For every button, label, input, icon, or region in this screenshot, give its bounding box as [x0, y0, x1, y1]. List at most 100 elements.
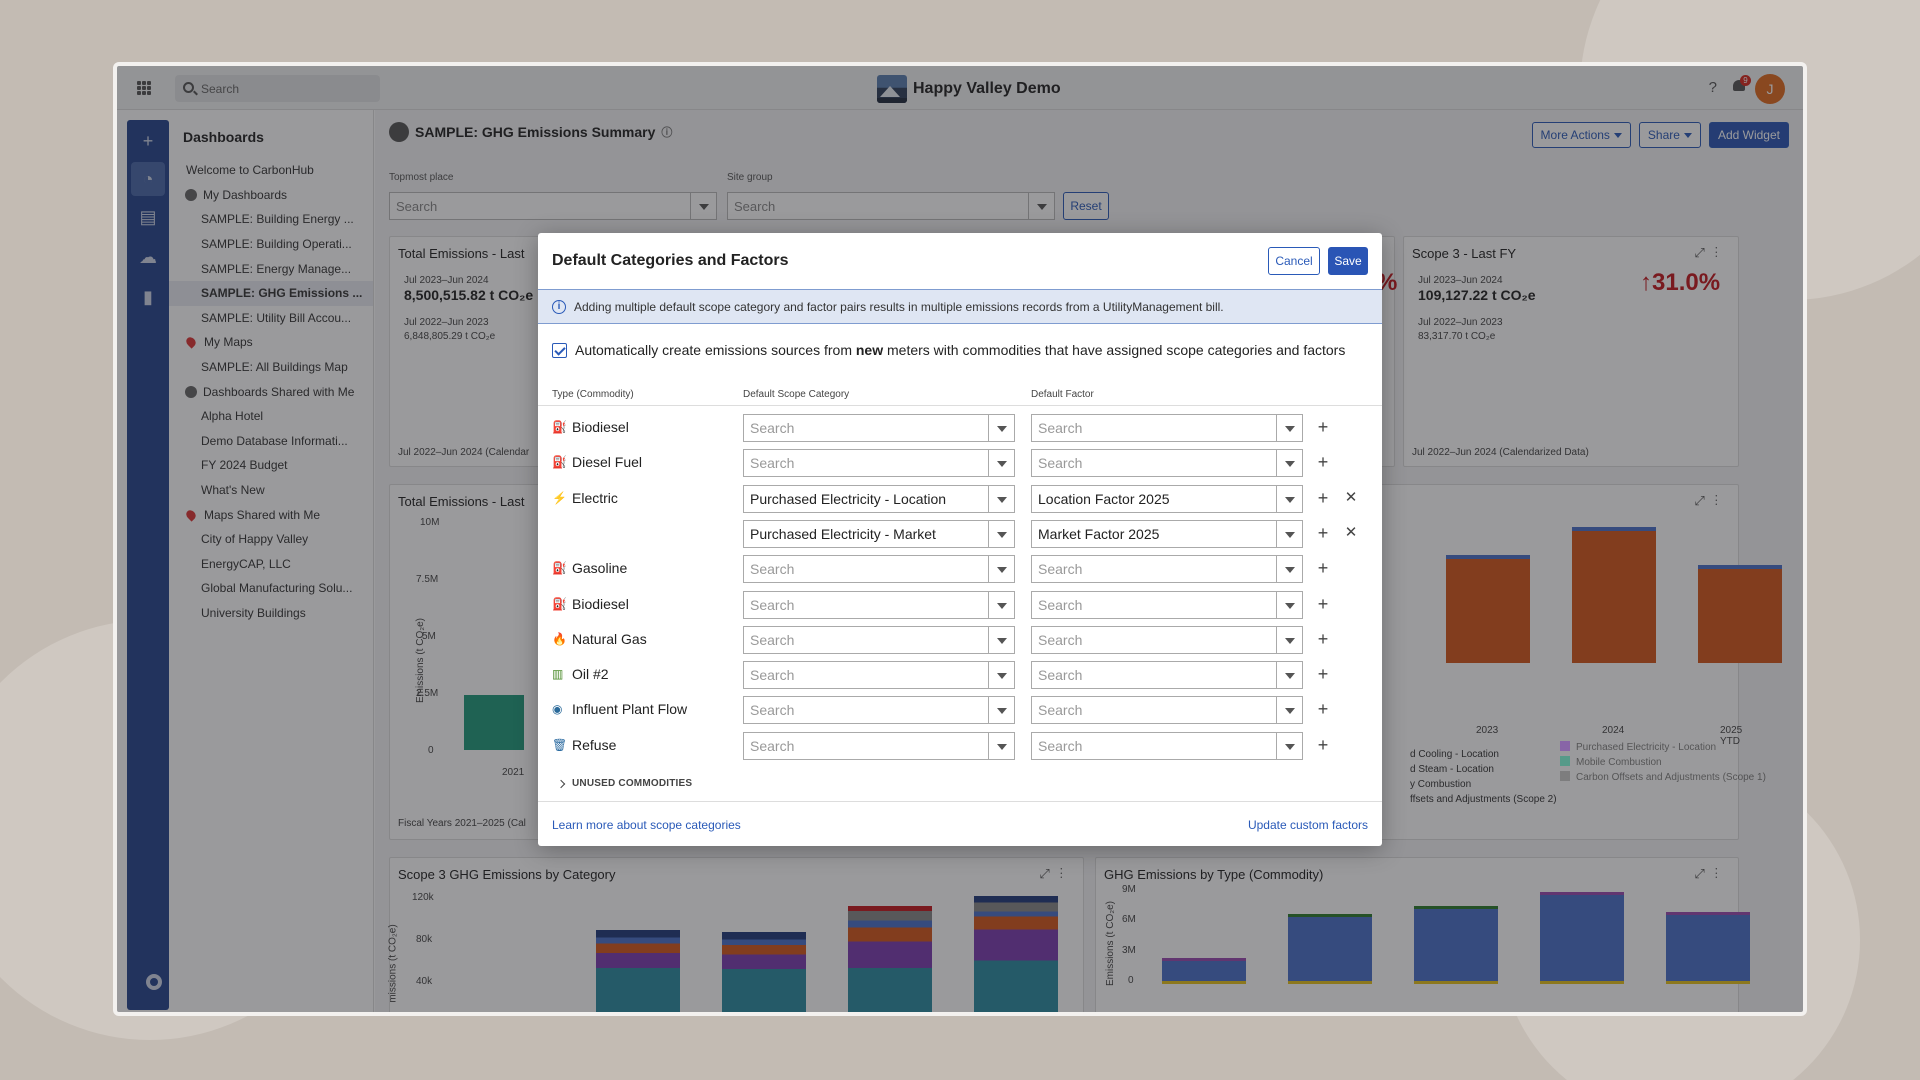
scope-category-select[interactable]: Search	[743, 731, 1015, 760]
cancel-button[interactable]: Cancel	[1268, 247, 1320, 275]
chevron-down-icon[interactable]	[1276, 450, 1302, 477]
chevron-down-icon[interactable]	[988, 520, 1014, 547]
update-custom-factors-link[interactable]: Update custom factors	[1247, 818, 1368, 832]
help-icon[interactable]: ?	[1708, 79, 1717, 96]
chevron-down-icon[interactable]	[1276, 415, 1302, 441]
default-factor-select[interactable]: Search	[1031, 661, 1303, 690]
scope-category-select[interactable]: Purchased Electricity - Market	[743, 519, 1015, 548]
report-icon[interactable]: ▤	[139, 207, 157, 227]
add-pair-button[interactable]: +	[1317, 417, 1329, 437]
scope-category-select[interactable]: Search	[743, 414, 1015, 442]
learn-more-link[interactable]: Learn more about scope categories	[552, 818, 741, 832]
default-factor-select[interactable]: Search	[1031, 696, 1303, 725]
chevron-down-icon[interactable]	[988, 450, 1014, 477]
chevron-down-icon[interactable]	[1276, 662, 1302, 689]
sidebar-item[interactable]: What's New	[169, 478, 373, 503]
sidebar-item[interactable]: SAMPLE: All Buildings Map	[169, 355, 373, 380]
sidebar-item[interactable]: SAMPLE: Utility Bill Accou...	[169, 306, 373, 331]
chevron-down-icon[interactable]	[988, 415, 1014, 441]
add-icon[interactable]: +	[142, 131, 154, 151]
site-group-select[interactable]: Search	[727, 192, 1055, 220]
scope-category-select[interactable]: Search	[743, 661, 1015, 690]
chevron-down-icon[interactable]	[1276, 485, 1302, 512]
chevron-down-icon[interactable]	[1276, 556, 1302, 583]
sidebar-item[interactable]: SAMPLE: Energy Manage...	[169, 256, 373, 281]
add-pair-button[interactable]: +	[1317, 664, 1329, 685]
default-factor-select[interactable]: Market Factor 2025	[1031, 519, 1303, 548]
chevron-down-icon[interactable]	[1276, 732, 1302, 759]
chevron-down-icon[interactable]	[988, 556, 1014, 583]
save-button[interactable]: Save	[1328, 247, 1368, 275]
scope-category-select[interactable]: Search	[743, 696, 1015, 725]
sidebar-item[interactable]: University Buildings	[169, 601, 373, 626]
sidebar-item[interactable]: SAMPLE: Building Operati...	[169, 232, 373, 257]
scope-category-select[interactable]: Search	[743, 555, 1015, 584]
sidebar-item[interactable]: EnergyCAP, LLC	[169, 552, 373, 577]
chevron-down-icon[interactable]	[988, 697, 1014, 724]
sidebar-item[interactable]: SAMPLE: Building Energy ...	[169, 207, 373, 232]
remove-pair-button[interactable]: ✕	[1344, 523, 1358, 541]
scope-category-select[interactable]: Search	[743, 625, 1015, 654]
default-factor-select[interactable]: Search	[1031, 731, 1303, 760]
topmost-place-select[interactable]: Search	[389, 192, 717, 220]
share-button[interactable]: Share	[1638, 122, 1701, 148]
default-factor-select[interactable]: Location Factor 2025	[1031, 484, 1303, 513]
sidebar-item[interactable]: Welcome to CarbonHub	[169, 158, 373, 183]
add-pair-button[interactable]: +	[1317, 734, 1329, 755]
card-tools[interactable]: ⤢⋮	[1694, 493, 1728, 508]
add-pair-button[interactable]: +	[1317, 628, 1329, 649]
chevron-down-icon[interactable]	[988, 626, 1014, 653]
sidebar-item[interactable]: SAMPLE: GHG Emissions ...	[169, 280, 373, 306]
card-tools[interactable]: ⤢⋮	[1039, 866, 1073, 881]
default-factor-select[interactable]: Search	[1031, 590, 1303, 619]
auto-create-checkbox[interactable]	[552, 342, 567, 358]
chevron-down-icon[interactable]	[1276, 626, 1302, 653]
chevron-down-icon[interactable]	[988, 662, 1014, 689]
sidebar-item[interactable]: Demo Database Informati...	[169, 429, 373, 454]
sidebar-item[interactable]: Global Manufacturing Solu...	[169, 576, 373, 601]
more-actions-button[interactable]: More Actions	[1531, 122, 1631, 148]
add-pair-button[interactable]: +	[1317, 452, 1329, 473]
unused-commodities-toggle[interactable]: UNUSED COMMODITIES	[556, 778, 692, 789]
clipboard-icon[interactable]: ▮	[143, 287, 153, 307]
scope-category-select[interactable]: Search	[743, 449, 1015, 478]
default-factor-select[interactable]: Search	[1031, 414, 1303, 442]
scope-category-select[interactable]: Purchased Electricity - Location	[743, 484, 1015, 513]
remove-pair-button[interactable]: ✕	[1344, 488, 1358, 506]
notifications-icon[interactable]: 9	[1731, 75, 1751, 95]
sidebar-item[interactable]: City of Happy Valley	[169, 527, 373, 552]
add-pair-button[interactable]: +	[1317, 558, 1329, 579]
sidebar-item[interactable]: FY 2024 Budget	[169, 453, 373, 478]
sidebar-item[interactable]: My Maps	[169, 330, 373, 355]
sidebar-item[interactable]: My Dashboards	[169, 183, 373, 208]
add-pair-button[interactable]: +	[1317, 699, 1329, 720]
default-factor-select[interactable]: Search	[1031, 555, 1303, 584]
sidebar-item[interactable]: Alpha Hotel	[169, 404, 373, 429]
chevron-down-icon[interactable]	[988, 485, 1014, 512]
cloud-icon[interactable]: ☁	[139, 247, 157, 267]
info-icon[interactable]: ⓘ	[661, 127, 673, 139]
chevron-down-icon[interactable]	[988, 732, 1014, 759]
chevron-down-icon[interactable]	[690, 193, 716, 219]
add-pair-button[interactable]: +	[1317, 522, 1329, 543]
default-factor-select[interactable]: Search	[1031, 625, 1303, 654]
card-tools[interactable]: ⤢⋮	[1694, 866, 1728, 881]
gear-icon[interactable]	[146, 974, 162, 990]
card-tools[interactable]: ⤢⋮	[1694, 245, 1728, 260]
default-factor-select[interactable]: Search	[1031, 449, 1303, 478]
chevron-down-icon[interactable]	[988, 591, 1014, 618]
chevron-down-icon[interactable]	[1276, 591, 1302, 618]
global-search-input[interactable]: Search	[175, 75, 380, 102]
scope-category-select[interactable]: Search	[743, 590, 1015, 619]
chevron-down-icon[interactable]	[1276, 520, 1302, 547]
chevron-down-icon[interactable]	[1028, 193, 1054, 219]
reset-button[interactable]: Reset	[1063, 192, 1109, 220]
app-launcher-icon[interactable]	[137, 81, 151, 95]
sidebar-item[interactable]: Dashboards Shared with Me	[169, 379, 373, 404]
chevron-down-icon[interactable]	[1276, 697, 1302, 724]
add-pair-button[interactable]: +	[1317, 487, 1329, 508]
avatar[interactable]: J	[1755, 74, 1785, 104]
add-pair-button[interactable]: +	[1317, 593, 1329, 614]
sidebar-item[interactable]: Maps Shared with Me	[169, 502, 373, 527]
add-widget-button[interactable]: Add Widget	[1708, 122, 1789, 148]
